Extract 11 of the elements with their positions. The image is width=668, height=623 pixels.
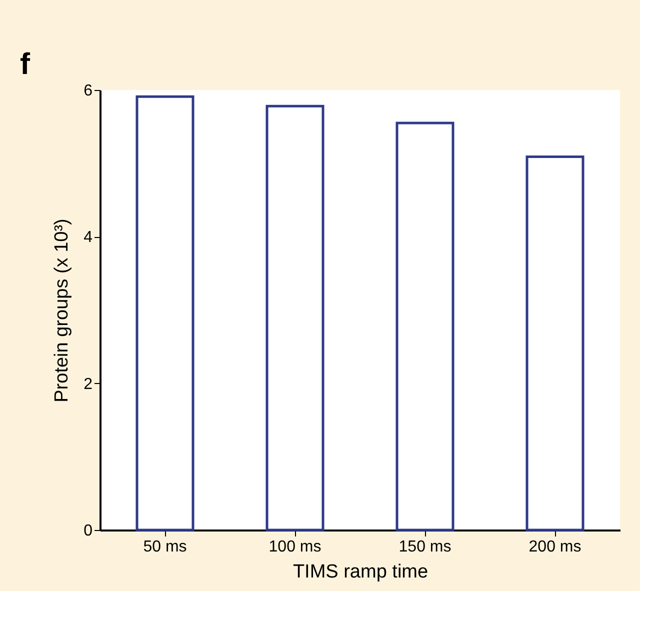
x-tick-label: 100 ms bbox=[268, 538, 322, 556]
x-tick-label: 50 ms bbox=[143, 538, 187, 556]
y-tick-label: 4 bbox=[84, 229, 93, 246]
text: f bbox=[20, 48, 31, 81]
y-axis-title: Protein groups (x 10³) bbox=[52, 218, 73, 402]
y-tick-label: 6 bbox=[84, 82, 93, 100]
x-axis-title: TIMS ramp time bbox=[292, 562, 428, 582]
x-tick-label: 200 ms bbox=[528, 538, 582, 556]
x-tick-label: 150 ms bbox=[398, 538, 452, 556]
y-tick-label: 0 bbox=[84, 522, 93, 540]
y-tick-label: 2 bbox=[84, 376, 93, 393]
